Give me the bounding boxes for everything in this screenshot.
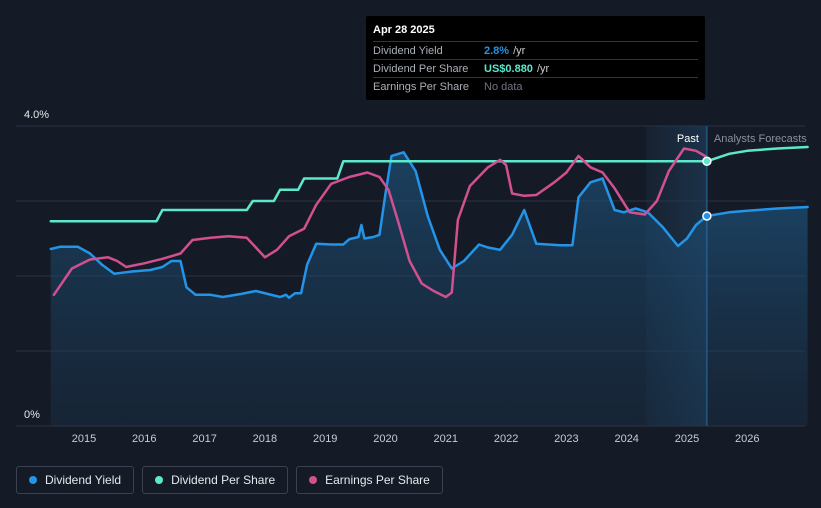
x-tick-label: 2016: [132, 433, 156, 445]
x-tick-label: 2024: [614, 433, 638, 445]
legend-label: Dividend Yield: [45, 473, 122, 487]
x-tick-label: 2018: [253, 433, 277, 445]
x-tick-label: 2023: [554, 433, 578, 445]
x-tick-label: 2025: [675, 433, 699, 445]
tooltip-row-dividend-yield: Dividend Yield 2.8% /yr: [373, 41, 698, 59]
tooltip-value: US$0.880: [484, 62, 533, 75]
marker-dividend-yield: [702, 211, 712, 221]
legend-item-dividend-per-share[interactable]: Dividend Per Share: [142, 466, 289, 494]
tooltip-row-earnings-per-share: Earnings Per Share No data: [373, 77, 698, 95]
series-line-dividend-yield-forecast: [705, 205, 809, 218]
x-tick-label: 2015: [72, 433, 96, 445]
x-tick-label: 2020: [373, 433, 397, 445]
forecast-region-label: Analysts Forecasts: [714, 133, 807, 145]
legend-label: Earnings Per Share: [325, 473, 430, 487]
legend-dot-icon: [155, 476, 164, 484]
tooltip-label: Dividend Yield: [373, 44, 443, 57]
labels-layer: 4.0% 0% 2015 2016 2017 2018 2019 2020 2021 2022 20…: [24, 109, 807, 445]
series-layer: [49, 126, 809, 427]
series-line-dividend-per-share: [49, 160, 709, 223]
y-tick-label: 4.0%: [24, 109, 49, 121]
legend-dot-icon: [29, 476, 37, 484]
tooltip-no-data: No data: [484, 80, 523, 93]
past-region-label: Past: [677, 133, 699, 145]
series-line-dividend-per-share-forecast: [705, 145, 809, 163]
legend-item-earnings-per-share[interactable]: Earnings Per Share: [296, 466, 443, 494]
legend-item-dividend-yield[interactable]: Dividend Yield: [16, 466, 135, 494]
series-area-dividend-yield: [50, 152, 707, 427]
legend-label: Dividend Per Share: [171, 473, 276, 487]
hover-tooltip: Apr 28 2025 Dividend Yield 2.8% /yr Divi…: [366, 16, 705, 100]
x-tick-label: 2026: [735, 433, 759, 445]
series-line-earnings-per-share: [52, 147, 707, 299]
x-tick-label: 2017: [192, 433, 216, 445]
tooltip-unit: /yr: [536, 62, 550, 75]
x-tick-label: 2019: [313, 433, 337, 445]
legend-dot-icon: [309, 476, 318, 484]
x-tick-label: 2021: [434, 433, 458, 445]
y-tick-label: 0%: [24, 409, 40, 421]
tooltip-label: Dividend Per Share: [373, 62, 469, 75]
series-area-dividend-yield-forecast: [706, 207, 808, 426]
tooltip-label: Earnings Per Share: [373, 80, 469, 93]
x-tick-label: 2022: [494, 433, 518, 445]
tooltip-date: Apr 28 2025: [373, 24, 435, 36]
tooltip-unit: /yr: [513, 44, 526, 57]
series-line-dividend-yield: [49, 151, 709, 300]
tooltip-value: 2.8%: [484, 44, 510, 57]
tooltip-row-dividend-per-share: Dividend Per Share US$0.880 /yr: [373, 59, 698, 77]
chart-legend: Dividend Yield Dividend Per Share Earnin…: [16, 466, 447, 494]
marker-dividend-per-share: [702, 156, 712, 166]
